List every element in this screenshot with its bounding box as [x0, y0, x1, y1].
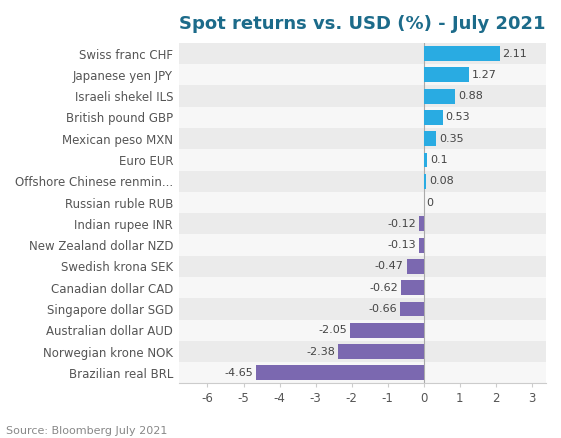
- Bar: [179, 213, 546, 234]
- Bar: [179, 170, 546, 192]
- Text: 0.53: 0.53: [445, 113, 470, 122]
- Bar: [179, 362, 546, 383]
- Text: -2.38: -2.38: [306, 346, 335, 357]
- Text: -0.12: -0.12: [388, 219, 416, 229]
- Bar: [400, 301, 424, 316]
- Bar: [424, 110, 443, 125]
- Bar: [424, 67, 470, 82]
- Bar: [179, 320, 546, 341]
- Bar: [179, 277, 546, 298]
- Bar: [179, 43, 546, 64]
- Bar: [179, 128, 546, 149]
- Bar: [407, 259, 424, 274]
- Bar: [179, 234, 546, 256]
- Bar: [179, 298, 546, 320]
- Text: 0.08: 0.08: [429, 176, 454, 186]
- Text: 0.1: 0.1: [430, 155, 448, 165]
- Bar: [179, 107, 546, 128]
- Bar: [179, 256, 546, 277]
- Bar: [401, 280, 424, 295]
- Bar: [350, 323, 424, 338]
- Text: 0.35: 0.35: [439, 134, 464, 144]
- Text: -4.65: -4.65: [224, 368, 253, 378]
- Bar: [179, 149, 546, 170]
- Bar: [419, 216, 424, 231]
- Bar: [179, 192, 546, 213]
- Text: -0.66: -0.66: [368, 304, 397, 314]
- Text: -0.13: -0.13: [388, 240, 416, 250]
- Bar: [256, 365, 424, 380]
- Bar: [179, 64, 546, 85]
- Bar: [419, 238, 424, 253]
- Bar: [424, 152, 427, 167]
- Bar: [424, 131, 436, 146]
- Text: -2.05: -2.05: [318, 325, 347, 335]
- Text: 2.11: 2.11: [503, 49, 527, 59]
- Bar: [424, 46, 499, 61]
- Text: -0.47: -0.47: [375, 261, 404, 272]
- Text: Source: Bloomberg July 2021: Source: Bloomberg July 2021: [6, 426, 167, 436]
- Text: Spot returns vs. USD (%) - July 2021: Spot returns vs. USD (%) - July 2021: [179, 15, 545, 33]
- Bar: [424, 88, 455, 103]
- Text: -0.62: -0.62: [370, 283, 398, 293]
- Text: 0.88: 0.88: [458, 91, 483, 101]
- Bar: [179, 85, 546, 107]
- Text: 1.27: 1.27: [472, 70, 497, 80]
- Bar: [338, 344, 424, 359]
- Bar: [424, 174, 426, 189]
- Bar: [179, 341, 546, 362]
- Text: 0: 0: [426, 198, 434, 208]
